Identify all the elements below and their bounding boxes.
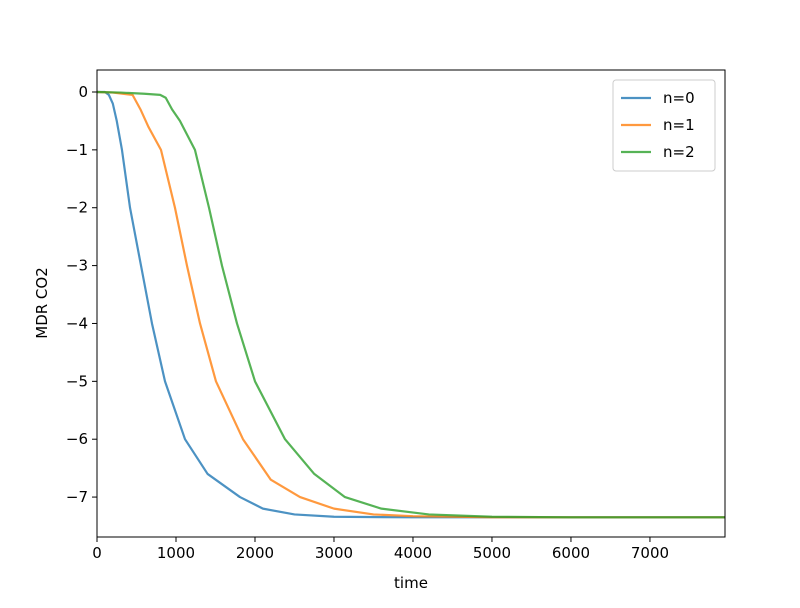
y-tick-label: −4: [66, 314, 88, 332]
x-tick-label: 0: [92, 544, 102, 562]
y-tick-label: −5: [66, 372, 88, 390]
x-axis-label: time: [394, 574, 428, 592]
legend-label: n=0: [663, 89, 695, 107]
x-tick-label: 1000: [157, 544, 195, 562]
x-tick-label: 2000: [236, 544, 274, 562]
y-tick-label: −6: [66, 430, 88, 448]
x-tick-label: 4000: [394, 544, 432, 562]
x-tick-label: 5000: [473, 544, 511, 562]
plot-frame: [96, 69, 726, 538]
legend-label: n=1: [663, 116, 695, 134]
x-tick-label: 6000: [552, 544, 590, 562]
legend-label: n=2: [663, 143, 695, 161]
y-tick-label: −7: [66, 488, 88, 506]
y-tick-label: −2: [66, 199, 88, 217]
y-tick-label: 0: [78, 83, 88, 101]
x-tick-label: 3000: [315, 544, 353, 562]
y-tick-label: −1: [66, 141, 88, 159]
legend-box: [612, 79, 716, 172]
line: [96, 90, 725, 519]
y-axis-label: MDR CO2: [33, 267, 51, 339]
x-tick-label: 7000: [631, 544, 669, 562]
y-tick-label: −3: [66, 257, 88, 275]
